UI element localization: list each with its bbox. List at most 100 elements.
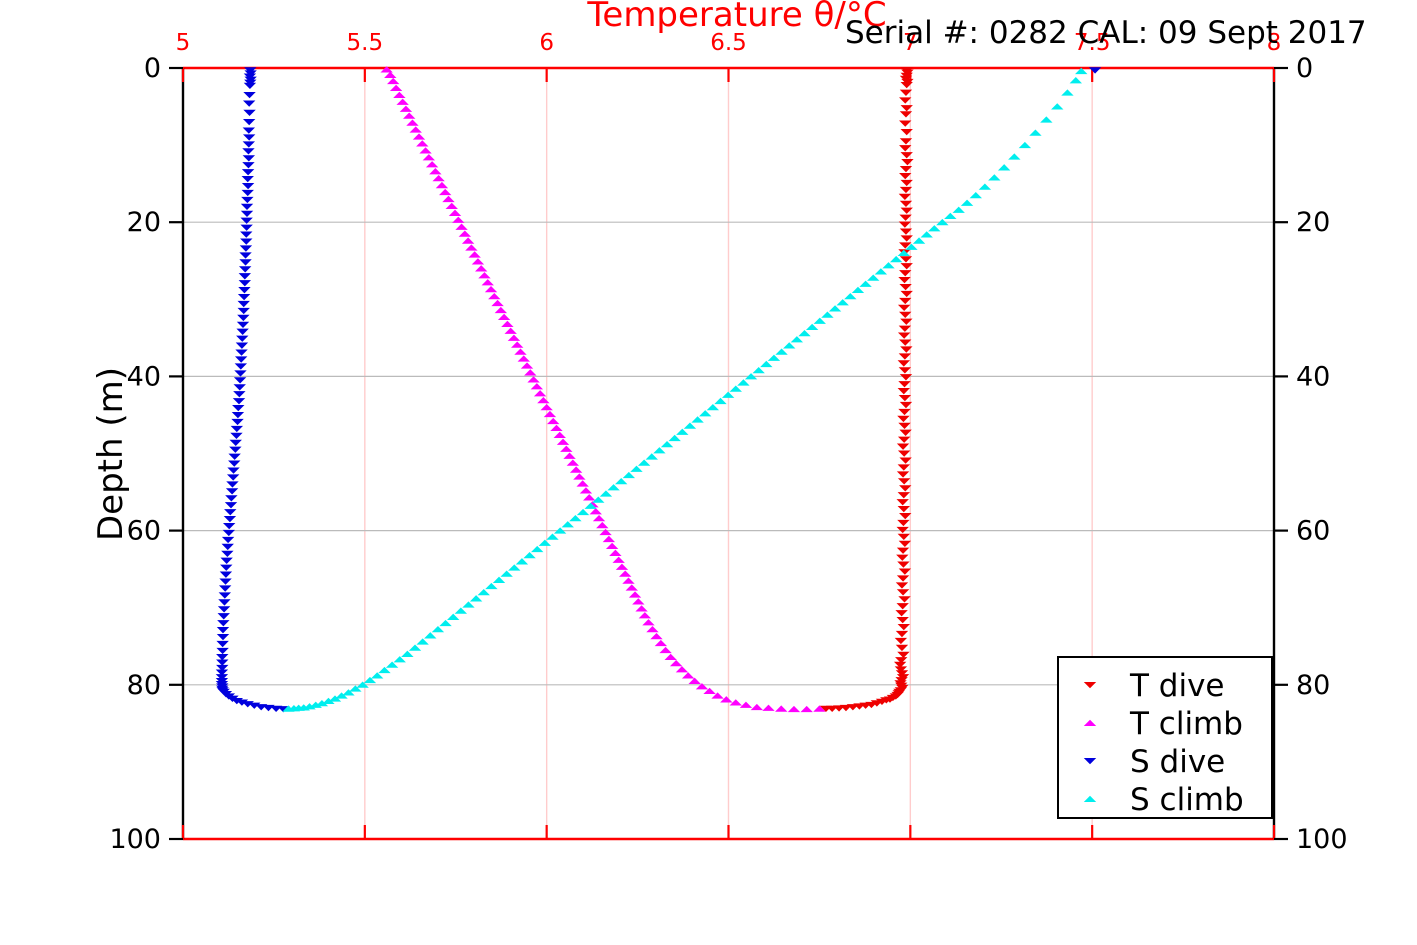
data-marker bbox=[898, 325, 912, 332]
data-marker bbox=[342, 689, 355, 696]
data-marker bbox=[484, 286, 498, 293]
data-marker bbox=[897, 506, 910, 513]
data-marker bbox=[897, 249, 910, 257]
data-marker bbox=[218, 585, 232, 592]
legend-item-t-climb[interactable]: T climb bbox=[1083, 706, 1243, 742]
data-marker bbox=[422, 154, 436, 161]
data-marker bbox=[242, 155, 256, 162]
series-t-climb bbox=[380, 66, 826, 713]
data-marker bbox=[243, 82, 257, 90]
data-marker bbox=[569, 466, 583, 473]
data-marker bbox=[744, 373, 758, 380]
data-marker bbox=[898, 394, 912, 402]
data-marker bbox=[401, 650, 414, 657]
data-marker bbox=[439, 188, 452, 196]
data-marker bbox=[912, 237, 926, 244]
data-marker bbox=[897, 561, 910, 568]
data-marker bbox=[1069, 77, 1083, 84]
data-marker bbox=[501, 320, 514, 327]
data-marker bbox=[524, 369, 537, 376]
data-marker bbox=[695, 683, 709, 690]
data-marker bbox=[813, 705, 826, 712]
data-marker bbox=[523, 551, 536, 559]
data-marker bbox=[550, 424, 563, 432]
data-marker bbox=[236, 335, 249, 342]
data-marker bbox=[821, 311, 834, 318]
data-marker bbox=[898, 221, 912, 228]
data-marker bbox=[783, 342, 796, 349]
data-marker bbox=[625, 584, 638, 591]
data-marker bbox=[238, 266, 252, 273]
data-marker bbox=[898, 596, 911, 603]
data-marker bbox=[905, 243, 918, 250]
serial-cal-annotation: Serial #: 0282 CAL: 09 Sept 2017 bbox=[845, 15, 1367, 51]
data-marker bbox=[500, 570, 513, 577]
data-marker bbox=[465, 244, 478, 251]
data-marker bbox=[226, 481, 239, 488]
y-tick-label-right: 0 bbox=[1296, 53, 1313, 84]
data-marker bbox=[240, 231, 253, 238]
data-marker bbox=[237, 293, 251, 301]
y-tick-label-right: 80 bbox=[1296, 670, 1330, 701]
data-marker bbox=[699, 410, 712, 417]
legend-item-s-climb[interactable]: S climb bbox=[1083, 782, 1244, 818]
data-marker bbox=[899, 89, 913, 96]
data-marker bbox=[220, 564, 233, 571]
data-marker bbox=[898, 353, 912, 360]
data-marker bbox=[221, 550, 234, 558]
data-marker bbox=[874, 268, 888, 275]
data-marker bbox=[635, 605, 648, 612]
data-marker bbox=[217, 606, 231, 613]
data-marker bbox=[729, 699, 742, 706]
data-marker bbox=[429, 168, 442, 175]
data-marker bbox=[669, 659, 683, 667]
data-marker bbox=[844, 292, 857, 300]
data-marker bbox=[349, 685, 362, 692]
data-marker bbox=[576, 508, 590, 516]
data-marker bbox=[216, 647, 229, 655]
data-marker bbox=[899, 297, 912, 305]
data-marker bbox=[389, 84, 403, 92]
data-marker bbox=[527, 376, 540, 383]
data-marker bbox=[592, 496, 605, 503]
data-marker bbox=[217, 620, 230, 627]
data-marker bbox=[800, 705, 813, 713]
data-marker bbox=[936, 218, 949, 226]
data-marker bbox=[899, 111, 913, 118]
data-marker bbox=[898, 277, 911, 284]
legend-item-t-dive[interactable]: T dive bbox=[1083, 668, 1225, 704]
data-marker bbox=[1051, 103, 1064, 110]
x-tick-label: 8 bbox=[1267, 30, 1282, 56]
data-marker bbox=[416, 638, 429, 645]
data-marker bbox=[553, 431, 566, 438]
data-marker bbox=[899, 228, 913, 235]
data-marker bbox=[897, 332, 911, 339]
data-marker bbox=[775, 348, 788, 355]
data-marker bbox=[790, 336, 804, 343]
data-marker bbox=[370, 672, 384, 679]
legend-label: T dive bbox=[1129, 668, 1225, 704]
data-marker bbox=[944, 212, 957, 220]
data-marker bbox=[997, 164, 1011, 171]
data-marker bbox=[226, 474, 240, 481]
data-marker bbox=[471, 258, 485, 265]
data-marker bbox=[242, 100, 256, 107]
legend-item-s-dive[interactable]: S dive bbox=[1083, 744, 1225, 780]
data-marker bbox=[1008, 153, 1021, 160]
data-marker bbox=[960, 199, 974, 206]
series-t-dive bbox=[819, 67, 914, 712]
data-marker bbox=[233, 391, 246, 398]
data-marker bbox=[737, 379, 750, 386]
data-marker bbox=[900, 207, 913, 214]
y-tick-label-right: 60 bbox=[1296, 516, 1330, 547]
data-marker bbox=[583, 494, 596, 501]
data-marker bbox=[224, 509, 237, 516]
data-marker bbox=[239, 245, 253, 252]
data-marker bbox=[432, 174, 445, 182]
data-marker bbox=[225, 495, 238, 502]
data-marker bbox=[416, 140, 429, 147]
data-marker bbox=[216, 659, 229, 666]
data-marker bbox=[520, 362, 534, 369]
